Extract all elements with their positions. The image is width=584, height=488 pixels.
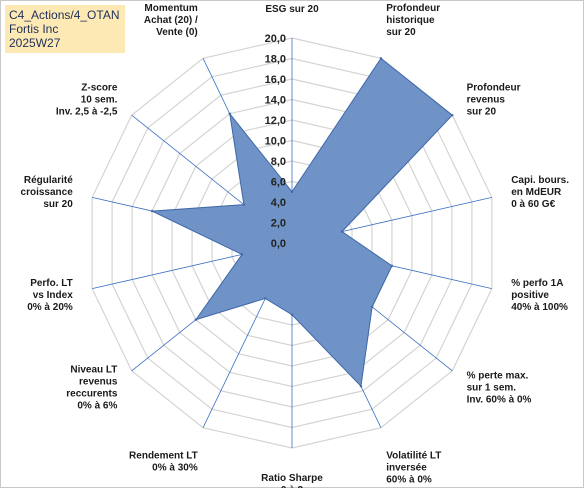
axis-label: Profondeur revenus sur 20 xyxy=(467,83,521,118)
axis-label-line: Ratio Sharpe xyxy=(261,473,323,484)
header-line-3: 2025W27 xyxy=(9,36,61,50)
axis-label: NoteESG sur 20 xyxy=(265,0,319,15)
series-point xyxy=(451,113,454,117)
axis-label-line: Régularité xyxy=(24,175,73,186)
axis-label-line: 60% à 0% xyxy=(386,474,432,485)
tick-label: 14,0 xyxy=(265,95,286,107)
tick-label: 4,0 xyxy=(271,197,286,209)
axis-label-line: Perfo. LT xyxy=(30,278,73,289)
series-point xyxy=(290,313,294,316)
tick-label: 16,0 xyxy=(265,74,286,86)
series-point xyxy=(379,57,383,60)
axis-label: Z-score 10 sem. Inv. 2,5 à -2,5 xyxy=(56,83,118,118)
tick-label: 8,0 xyxy=(271,156,286,168)
axis-label-line: sur 20 xyxy=(43,199,73,210)
tick-label: 0,0 xyxy=(271,238,286,250)
axis-label-line: croissance xyxy=(21,187,74,198)
axis-label-line: Profondeur xyxy=(386,3,440,14)
header-line-1: C4_Actions/4_OTAN xyxy=(9,8,120,22)
axis-label-line: Vente (0) xyxy=(156,27,198,38)
axis-label: % perfo 1A positive 40% à 100% xyxy=(511,278,568,313)
series-point xyxy=(228,112,231,115)
axis-label-line: 0% à 6% xyxy=(77,401,117,412)
axis-label-line: sur 1 sem. xyxy=(467,383,517,394)
axis-label-line: Inv. 60% à 0% xyxy=(467,395,532,406)
axis-label: Momentum Achat (20) / Vente (0) xyxy=(144,3,198,38)
series-point xyxy=(242,203,246,206)
series-point xyxy=(194,318,198,321)
axis-label: Ratio Sharpe0 à 2 xyxy=(261,473,323,488)
axis-label-line: Z-score xyxy=(81,83,118,94)
axis-label: Capi. bours. en MdEUR 0 à 60 G€ xyxy=(511,175,569,210)
axis-label-line: positive xyxy=(511,290,549,301)
axis-label-line: Volatilité LT xyxy=(386,450,441,461)
tick-label: 2,0 xyxy=(271,218,286,230)
axis-label-line: reccurents xyxy=(66,389,118,400)
axis-label-line: Achat (20) / xyxy=(144,15,198,26)
tick-label: 20,0 xyxy=(265,33,286,45)
axis-label: Perfo. LT vs Index 0% à 20% xyxy=(27,278,73,313)
axis-label: Profondeur historique sur 20 xyxy=(386,3,440,38)
series-point xyxy=(290,190,294,193)
axis-label-line: Profondeur xyxy=(467,83,521,94)
radar-series xyxy=(150,57,454,388)
axis-label-line: Niveau LT xyxy=(70,365,117,376)
axis-label-line: en MdEUR xyxy=(511,187,562,198)
axis-label-line: Rendement LT xyxy=(129,450,198,461)
axis-label-line: 0% à 30% xyxy=(152,462,198,473)
series-point xyxy=(264,297,267,300)
axis-label-line: 0% à 20% xyxy=(27,302,73,313)
tick-label: 12,0 xyxy=(265,115,286,127)
axis-label-line: 40% à 100% xyxy=(511,302,568,313)
radar-tick-labels: 0,0 2,0 4,0 6,0 8,0 10,0 12,0 14,0 16,0 18,0 20,0 xyxy=(265,33,286,250)
axis-label-line: Capi. bours. xyxy=(511,175,569,186)
series-point xyxy=(390,264,394,268)
axis-label-line: sur 20 xyxy=(386,27,416,38)
axis-label-line: Momentum xyxy=(144,3,197,14)
axis-label: Régularité croissance sur 20 xyxy=(21,175,74,210)
axis-label: Volatilité LT inversée 60% à 0% xyxy=(386,450,441,485)
series-point xyxy=(370,305,374,309)
series-point xyxy=(240,253,244,256)
axis-label-line: Note xyxy=(281,0,304,3)
axis-label-line: 10 sem. xyxy=(81,95,118,106)
tick-label: 10,0 xyxy=(265,136,286,148)
axis-label-line: Inv. 2,5 à -2,5 xyxy=(56,107,118,118)
axis-label-line: revenus xyxy=(79,377,118,388)
series-area xyxy=(150,57,454,388)
tick-label: 18,0 xyxy=(265,54,286,66)
axis-label: Niveau LT revenus reccurents 0% à 6% xyxy=(66,365,118,412)
axis-label-line: revenus xyxy=(467,95,506,106)
axis-label-line: vs Index xyxy=(33,290,73,301)
axis-label-line: inversée xyxy=(386,462,427,473)
tick-label: 6,0 xyxy=(271,177,286,189)
axis-label-line: % perfo 1A xyxy=(511,278,563,289)
axis-label: Rendement LT 0% à 30% xyxy=(129,450,198,473)
chart-header-box: C4_Actions/4_OTAN Fortis Inc 2025W27 xyxy=(5,5,125,53)
axis-label-line: 0 à 60 G€ xyxy=(511,199,555,210)
axis-label-line: % perte max. xyxy=(467,371,529,382)
axis-label-line: historique xyxy=(386,15,435,26)
axis-label-line: sur 20 xyxy=(467,107,497,118)
axis-label-line: 0 à 2 xyxy=(281,485,304,488)
series-point xyxy=(150,209,154,213)
series-point xyxy=(340,230,344,233)
series-point xyxy=(359,384,363,388)
axis-label-line: ESG sur 20 xyxy=(265,4,319,15)
header-line-2: Fortis Inc xyxy=(9,22,59,36)
axis-label: % perte max. sur 1 sem. Inv. 60% à 0% xyxy=(467,371,532,406)
